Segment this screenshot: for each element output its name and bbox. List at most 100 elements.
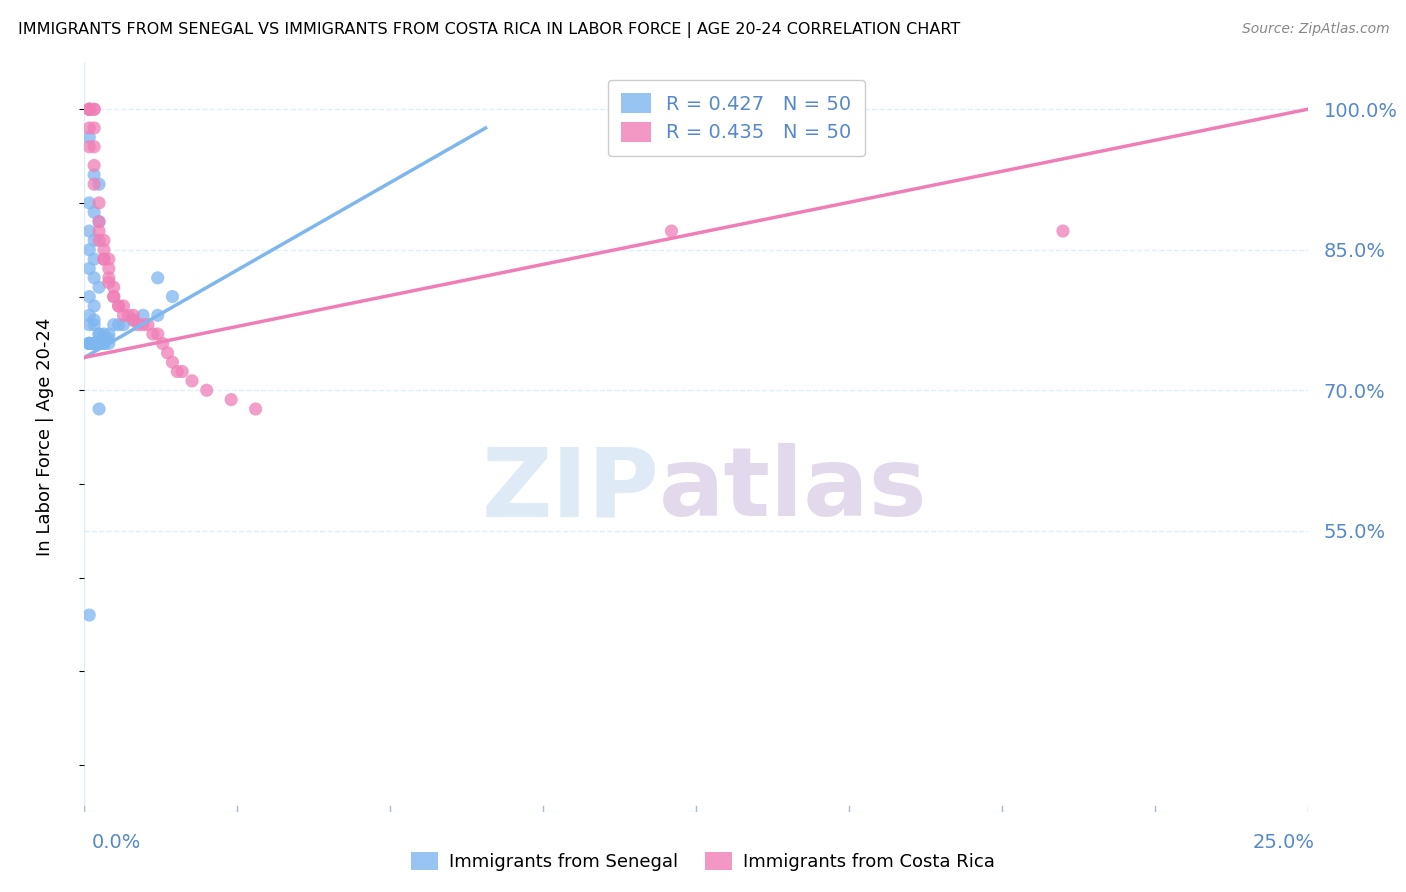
Point bbox=[77, 139, 100, 153]
Point bbox=[93, 243, 115, 257]
Text: atlas: atlas bbox=[659, 443, 928, 536]
Point bbox=[83, 299, 105, 313]
Point bbox=[162, 289, 184, 303]
Point bbox=[1052, 224, 1074, 238]
Point bbox=[97, 276, 120, 290]
Point bbox=[83, 177, 105, 191]
Point bbox=[77, 224, 100, 238]
Point bbox=[112, 299, 135, 313]
Point bbox=[103, 280, 125, 294]
Point bbox=[93, 332, 115, 346]
Point bbox=[83, 158, 105, 172]
Point bbox=[97, 332, 120, 346]
Point bbox=[83, 102, 105, 116]
Point bbox=[117, 308, 139, 322]
Point bbox=[77, 195, 100, 210]
Point bbox=[83, 336, 105, 351]
Point bbox=[103, 289, 125, 303]
Point bbox=[77, 318, 100, 332]
Text: Source: ZipAtlas.com: Source: ZipAtlas.com bbox=[1241, 22, 1389, 37]
Point bbox=[83, 252, 105, 266]
Point bbox=[136, 318, 159, 332]
Point bbox=[93, 252, 115, 266]
Point bbox=[122, 313, 145, 327]
Point bbox=[77, 336, 100, 351]
Point bbox=[83, 102, 105, 116]
Point bbox=[172, 365, 194, 379]
Point bbox=[97, 252, 120, 266]
Point bbox=[97, 261, 120, 276]
Text: ZIP: ZIP bbox=[481, 443, 659, 536]
Text: IMMIGRANTS FROM SENEGAL VS IMMIGRANTS FROM COSTA RICA IN LABOR FORCE | AGE 20-24: IMMIGRANTS FROM SENEGAL VS IMMIGRANTS FR… bbox=[18, 22, 960, 38]
Point bbox=[77, 336, 100, 351]
Point bbox=[107, 318, 129, 332]
Point bbox=[83, 168, 105, 182]
Point bbox=[87, 336, 110, 351]
Point bbox=[112, 318, 135, 332]
Point bbox=[87, 195, 110, 210]
Point bbox=[83, 336, 105, 351]
Text: 25.0%: 25.0% bbox=[1253, 833, 1315, 853]
Point bbox=[181, 374, 204, 388]
Point bbox=[77, 336, 100, 351]
Point bbox=[77, 102, 100, 116]
Point bbox=[156, 346, 179, 360]
Point bbox=[87, 336, 110, 351]
Point bbox=[127, 318, 149, 332]
Point bbox=[122, 308, 145, 322]
Point bbox=[77, 120, 100, 135]
Point bbox=[219, 392, 242, 407]
Point bbox=[146, 271, 169, 285]
Point bbox=[87, 215, 110, 229]
Point bbox=[93, 233, 115, 247]
Point bbox=[87, 215, 110, 229]
Text: 0.0%: 0.0% bbox=[91, 833, 141, 853]
Point bbox=[77, 289, 100, 303]
Point bbox=[77, 102, 100, 116]
Point bbox=[195, 384, 218, 398]
Point bbox=[132, 318, 155, 332]
Point bbox=[77, 336, 100, 351]
Point bbox=[77, 308, 100, 322]
Point bbox=[103, 289, 125, 303]
Point bbox=[146, 326, 169, 341]
Point bbox=[132, 308, 155, 322]
Point bbox=[77, 261, 100, 276]
Point bbox=[87, 336, 110, 351]
Point bbox=[77, 130, 100, 145]
Point bbox=[97, 326, 120, 341]
Point bbox=[83, 139, 105, 153]
Point bbox=[103, 318, 125, 332]
Point bbox=[93, 326, 115, 341]
Point bbox=[83, 336, 105, 351]
Point bbox=[162, 355, 184, 369]
Legend: R = 0.427   N = 50, R = 0.435   N = 50: R = 0.427 N = 50, R = 0.435 N = 50 bbox=[607, 79, 865, 156]
Point bbox=[87, 280, 110, 294]
Point bbox=[77, 336, 100, 351]
Point bbox=[93, 252, 115, 266]
Point bbox=[83, 271, 105, 285]
Point bbox=[83, 120, 105, 135]
Point bbox=[87, 401, 110, 416]
Point bbox=[83, 205, 105, 219]
Point bbox=[77, 243, 100, 257]
Point bbox=[77, 608, 100, 623]
Point bbox=[112, 308, 135, 322]
Point bbox=[661, 224, 683, 238]
Point bbox=[142, 326, 165, 341]
Point bbox=[77, 102, 100, 116]
Point bbox=[83, 233, 105, 247]
Point bbox=[146, 308, 169, 322]
Point bbox=[152, 336, 174, 351]
Point bbox=[87, 233, 110, 247]
Point bbox=[83, 336, 105, 351]
Text: In Labor Force | Age 20-24: In Labor Force | Age 20-24 bbox=[37, 318, 55, 557]
Point bbox=[87, 326, 110, 341]
Point bbox=[122, 313, 145, 327]
Point bbox=[87, 224, 110, 238]
Point bbox=[83, 313, 105, 327]
Point bbox=[93, 336, 115, 351]
Point bbox=[97, 271, 120, 285]
Point bbox=[97, 336, 120, 351]
Point bbox=[77, 102, 100, 116]
